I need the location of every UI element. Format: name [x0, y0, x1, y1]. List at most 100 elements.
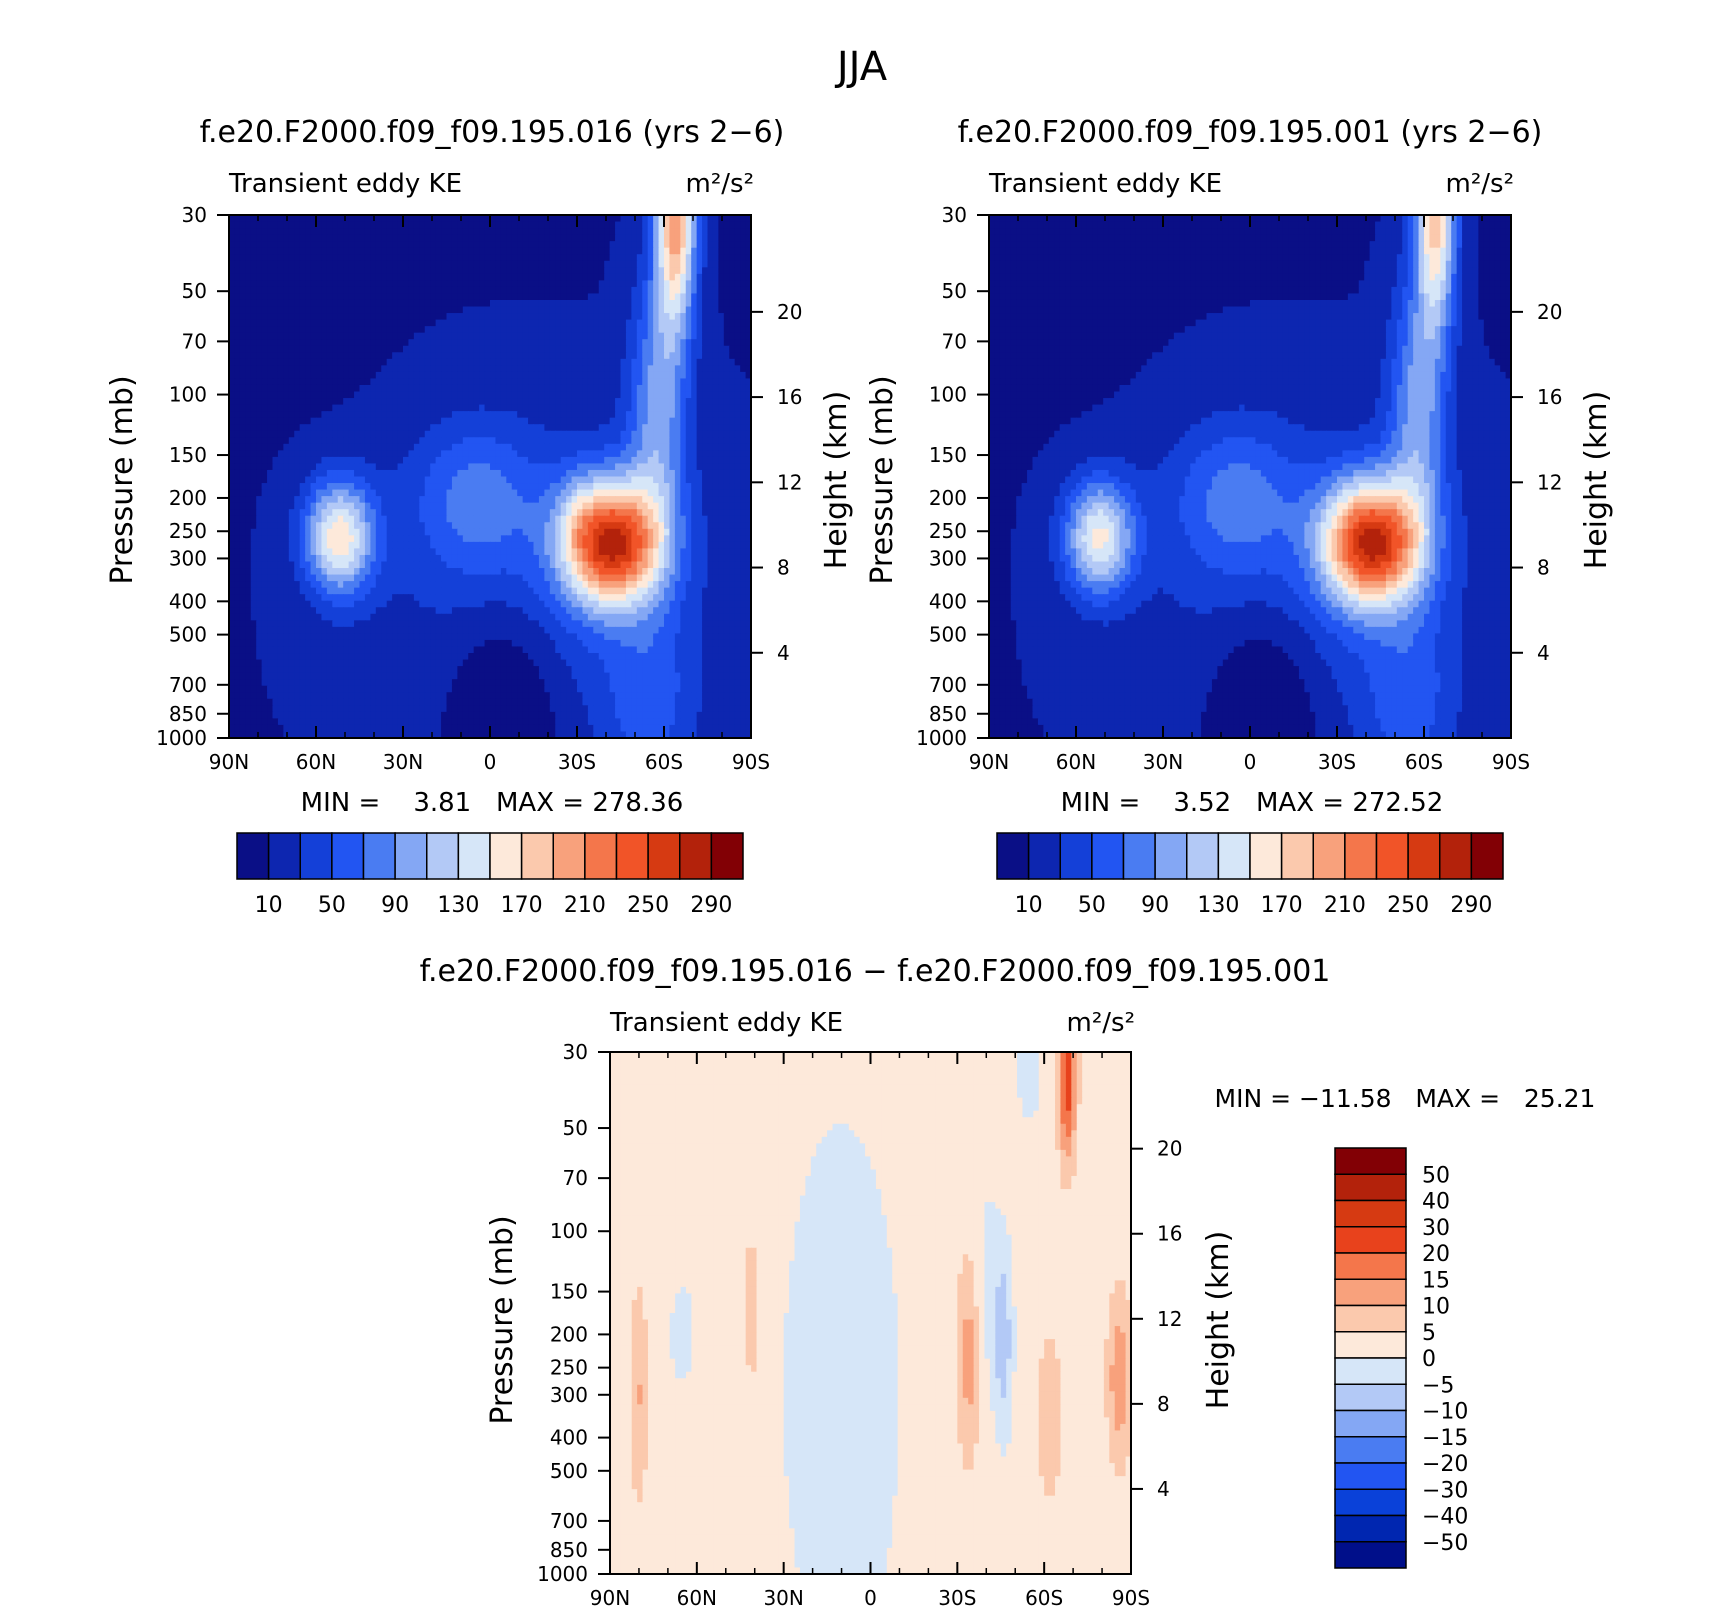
contour-cell [680, 470, 686, 477]
contour-cell [593, 293, 599, 300]
contour-cell [724, 267, 730, 274]
contour-cell [365, 509, 371, 516]
contour-cell [740, 313, 746, 320]
contour-cell [311, 529, 317, 536]
contour-cell [604, 300, 610, 307]
contour-cell [457, 385, 463, 392]
contour-cell [642, 490, 648, 497]
contour-cell [316, 228, 322, 235]
contour-cell [479, 261, 485, 268]
contour-cell [300, 378, 306, 385]
contour-cell [561, 267, 567, 274]
contour-cell [539, 548, 545, 555]
contour-cell [311, 326, 317, 333]
contour-cell [691, 326, 697, 333]
contour-cell [512, 307, 518, 314]
contour-cell [708, 509, 714, 516]
contour-cell [577, 378, 583, 385]
contour-cell [604, 385, 610, 392]
contour-cell [653, 385, 659, 392]
contour-cell [234, 287, 240, 294]
contour-cell [294, 457, 300, 464]
contour-cell [376, 300, 382, 307]
contour-cell [708, 424, 714, 431]
contour-cell [262, 418, 268, 425]
contour-cell [474, 516, 480, 523]
contour-cell [686, 293, 692, 300]
contour-cell [370, 509, 376, 516]
contour-cell [588, 509, 594, 516]
contour-cell [354, 267, 360, 274]
contour-cell [713, 333, 719, 340]
contour-cell [713, 516, 719, 523]
contour-cell [697, 365, 703, 372]
contour-cell [621, 535, 627, 542]
contour-cell [376, 261, 382, 268]
contour-cell [572, 431, 578, 438]
contour-cell [517, 503, 523, 510]
contour-cell [392, 450, 398, 457]
contour-cell [577, 424, 583, 431]
contour-cell [550, 477, 556, 484]
contour-cell [708, 222, 714, 229]
contour-cell [457, 418, 463, 425]
contour-cell [311, 450, 317, 457]
contour-cell [523, 267, 529, 274]
contour-cell [561, 365, 567, 372]
contour-cell [523, 300, 529, 307]
contour-cell [501, 535, 507, 542]
contour-cell [495, 365, 501, 372]
contour-cell [544, 313, 550, 320]
contour-cell [468, 222, 474, 229]
contour-cell [245, 437, 251, 444]
contour-cell [561, 320, 567, 327]
contour-cell [740, 267, 746, 274]
contour-cell [408, 293, 414, 300]
contour-cell [539, 496, 545, 503]
contour-cell [582, 365, 588, 372]
contour-cell [550, 215, 556, 222]
contour-cell [735, 385, 741, 392]
contour-cell [289, 477, 295, 484]
contour-cell [234, 339, 240, 346]
contour-cell [599, 359, 605, 366]
contour-cell [659, 444, 665, 451]
contour-cell [691, 307, 697, 314]
contour-cell [642, 385, 648, 392]
contour-cell [327, 542, 333, 549]
contour-cell [436, 548, 442, 555]
contour-cell [523, 477, 529, 484]
contour-cell [381, 411, 387, 418]
contour-cell [278, 280, 284, 287]
contour-cell [561, 411, 567, 418]
contour-cell [495, 450, 501, 457]
contour-cell [311, 372, 317, 379]
contour-cell [485, 411, 491, 418]
contour-cell [403, 418, 409, 425]
contour-cell [735, 280, 741, 287]
contour-cell [501, 385, 507, 392]
contour-cell [544, 254, 550, 261]
contour-cell [724, 522, 730, 529]
contour-cell [555, 509, 561, 516]
contour-cell [534, 352, 540, 359]
contour-cell [506, 490, 512, 497]
contour-cell [262, 300, 268, 307]
contour-cell [485, 470, 491, 477]
contour-cell [604, 418, 610, 425]
contour-cell [490, 418, 496, 425]
contour-cell [240, 405, 246, 412]
contour-cell [555, 359, 561, 366]
contour-cell [349, 431, 355, 438]
contour-cell [403, 235, 409, 242]
contour-cell [321, 378, 327, 385]
contour-cell [283, 378, 289, 385]
contour-cell [338, 496, 344, 503]
contour-cell [387, 418, 393, 425]
contour-cell [441, 392, 447, 399]
contour-cell [718, 411, 724, 418]
contour-cell [343, 470, 349, 477]
contour-cell [360, 274, 366, 281]
contour-cell [653, 261, 659, 268]
contour-cell [550, 385, 556, 392]
